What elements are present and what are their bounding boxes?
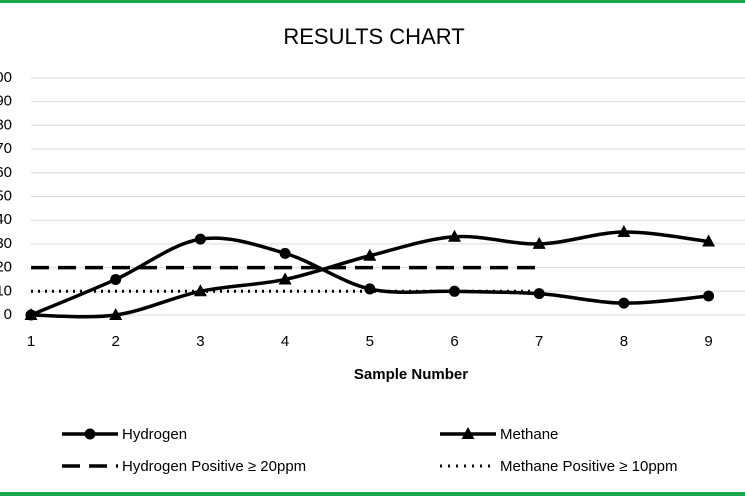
- y-tick-label: 0: [4, 306, 12, 323]
- data-point: [194, 233, 206, 245]
- y-tick-label: 30: [0, 235, 12, 252]
- y-tick-label: 10: [0, 282, 12, 299]
- y-tick-label: 20: [0, 259, 12, 276]
- data-point: [447, 229, 461, 242]
- x-tick-label: 7: [535, 333, 543, 350]
- data-point: [279, 247, 291, 259]
- top-border: [0, 0, 745, 3]
- data-point: [278, 272, 292, 285]
- x-tick-label: 6: [450, 333, 458, 350]
- data-point: [703, 290, 715, 302]
- y-tick-label: 70: [0, 140, 12, 157]
- data-point: [702, 234, 716, 247]
- data-point: [617, 225, 631, 238]
- x-tick-label: 8: [620, 333, 628, 350]
- x-tick-label: 1: [27, 333, 35, 350]
- x-tick-label: 3: [196, 333, 204, 350]
- data-point: [618, 297, 630, 309]
- x-tick-label: 2: [112, 333, 120, 350]
- data-point: [110, 273, 122, 285]
- legend-label: Methane Positive ≥ 10ppm: [500, 458, 678, 475]
- data-point: [448, 285, 460, 297]
- data-point: [109, 308, 123, 320]
- data-point: [364, 283, 376, 295]
- chart-title: RESULTS CHART: [283, 24, 464, 49]
- x-tick-label: 9: [704, 333, 712, 350]
- legend-marker: [84, 428, 96, 440]
- legend-marker: [461, 427, 475, 439]
- x-tick-label: 5: [366, 333, 374, 350]
- data-point: [532, 236, 546, 249]
- legend-label: Methane: [500, 426, 558, 443]
- y-tick-label: 90: [0, 93, 12, 110]
- x-axis-label: Sample Number: [354, 366, 468, 383]
- y-tick-label: 60: [0, 164, 12, 181]
- legend-label: Hydrogen Positive ≥ 20ppm: [122, 458, 306, 475]
- legend-label: Hydrogen: [122, 426, 187, 443]
- data-point: [363, 248, 377, 261]
- data-point: [24, 308, 38, 320]
- x-tick-label: 4: [281, 333, 289, 350]
- series-line: [30, 230, 709, 319]
- y-tick-label: 100: [0, 69, 12, 86]
- y-tick-label: 40: [0, 211, 12, 228]
- y-tick-label: 80: [0, 116, 12, 133]
- bottom-border: [0, 492, 745, 496]
- y-tick-label: 50: [0, 187, 12, 204]
